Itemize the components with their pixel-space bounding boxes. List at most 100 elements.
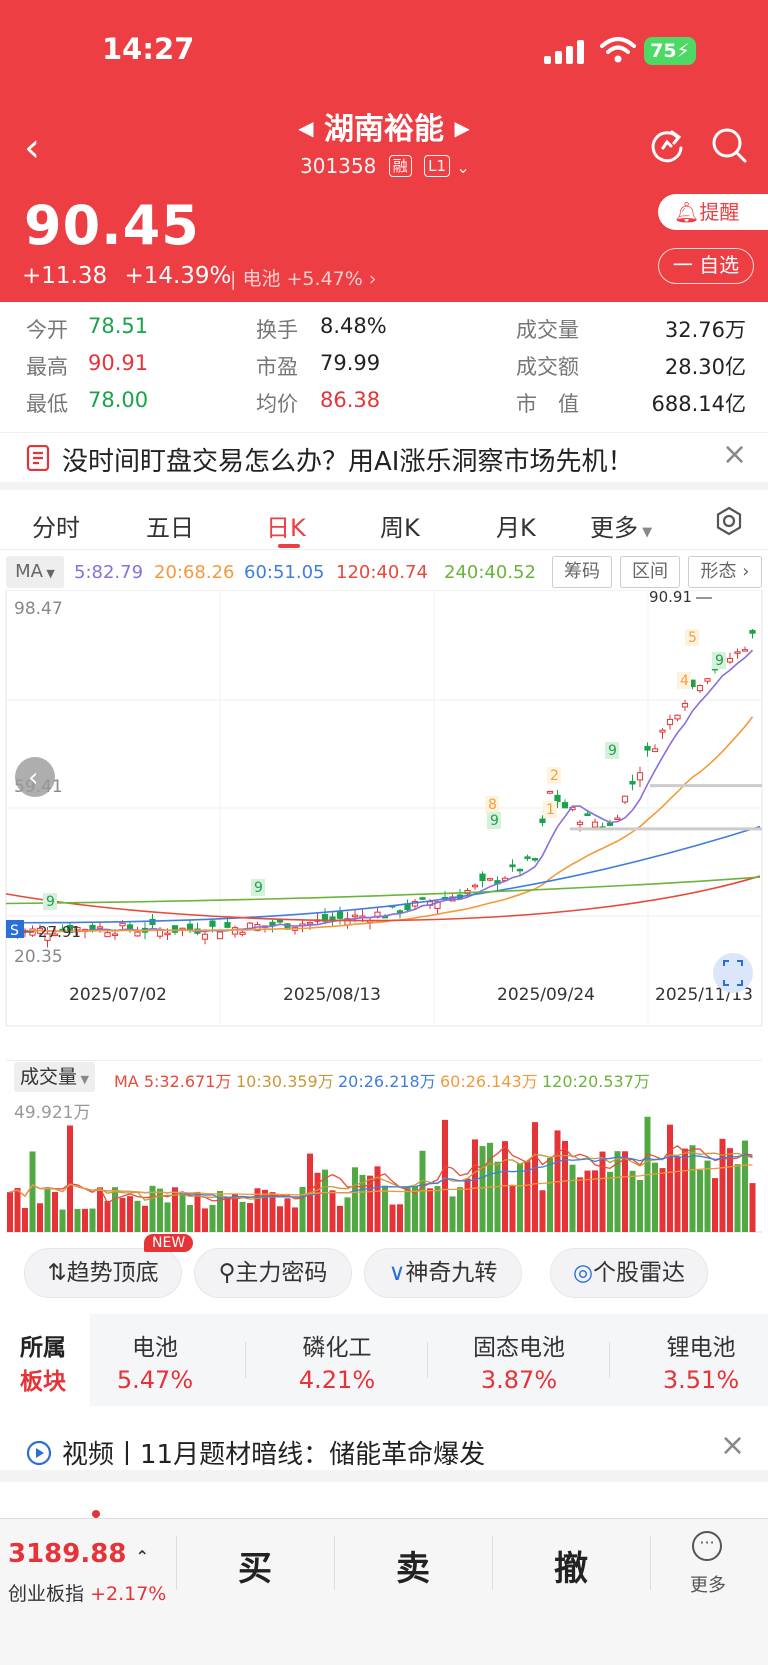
chip-chouma[interactable]: 筹码 (552, 556, 612, 588)
volume-bar (367, 1175, 373, 1232)
more-icon[interactable]: ··· (692, 1531, 722, 1561)
next-stock-icon[interactable]: ▶ (454, 116, 470, 140)
volume-bar (284, 1198, 291, 1232)
volume-selector[interactable]: 成交量 ▼ (14, 1062, 95, 1092)
ma-legend-row: MA ▼ 筹码 区间 形态 › (0, 552, 768, 590)
back-button[interactable]: ‹ (24, 125, 40, 171)
volume-bar (329, 1190, 336, 1232)
volume-bar (449, 1196, 456, 1232)
sector-percent: 3.51% (662, 1366, 740, 1394)
scroll-left-button[interactable] (15, 757, 55, 797)
main-force-button[interactable]: ⚲主力密码 (194, 1248, 352, 1298)
volume-bar (127, 1196, 133, 1232)
volume-ma-line (9, 1151, 753, 1201)
volume-bar (134, 1200, 141, 1232)
search-icon[interactable] (710, 126, 748, 164)
volume-bar (359, 1174, 366, 1232)
stat-value: 32.76万 (664, 318, 746, 342)
volume-bar (457, 1187, 463, 1232)
index-value[interactable]: 3189.88 ⌃ (8, 1539, 149, 1569)
volume-bar (389, 1204, 396, 1232)
candle (584, 813, 591, 816)
nine-turn-marker-text: 9 (715, 653, 724, 669)
sector-name[interactable]: 固态电池 (473, 1335, 565, 1361)
volume-bar (67, 1125, 73, 1232)
chip-range[interactable]: 区间 (620, 556, 680, 588)
volume-chart[interactable] (0, 1060, 768, 1238)
y-axis-top: 98.47 (14, 599, 63, 619)
sector-percent: 3.87% (480, 1366, 558, 1394)
prev-stock-icon[interactable]: ◀ (298, 116, 314, 140)
volume-bar (577, 1177, 583, 1232)
candle (336, 910, 344, 919)
cancel-order-button[interactable]: 撤 (554, 1549, 588, 1589)
sector-name[interactable]: 磷化工 (302, 1335, 372, 1361)
wifi-icon (600, 37, 636, 63)
volume-bar (22, 1208, 28, 1232)
trend-top-bottom-button[interactable]: ⇅趋势顶底 (24, 1248, 182, 1298)
candle (531, 858, 539, 861)
stat-value: 78.51 (88, 314, 149, 338)
close-icon[interactable]: × (722, 437, 748, 472)
settings-icon[interactable] (714, 506, 744, 536)
stock-code-row[interactable]: 301358 融 L1 ⌄ (300, 154, 470, 178)
remind-button[interactable]: 🔔︎提醒 (658, 194, 768, 230)
add-watchlist-button[interactable]: 一 自选 (658, 248, 754, 284)
volume-bar (479, 1146, 486, 1232)
candle (681, 702, 689, 708)
candle (51, 933, 59, 937)
buy-button[interactable]: 买 (238, 1549, 272, 1589)
fullscreen-button[interactable] (713, 953, 753, 993)
sector-link[interactable]: | 电池 +5.47% › (230, 268, 377, 290)
volume-bar (682, 1148, 688, 1232)
volume-bar (119, 1197, 126, 1232)
volume-bar (419, 1150, 426, 1232)
play-icon (26, 1440, 52, 1466)
video-banner[interactable]: 视频丨11月题材暗线：储能革命爆发 × (0, 1424, 768, 1482)
volume-bar (674, 1157, 681, 1232)
tab-0[interactable]: 分时 (32, 514, 80, 542)
stock-name-switcher[interactable]: ◀ 湖南裕能 ▶ (282, 104, 486, 148)
sector-name[interactable]: 电池 (132, 1335, 178, 1361)
volume-bar (712, 1178, 718, 1232)
close-icon[interactable]: × (720, 1428, 746, 1463)
magic-nine-button[interactable]: ∨神奇九转 (364, 1248, 522, 1298)
sell-button[interactable]: 卖 (396, 1549, 430, 1589)
sector-percent: 4.21% (298, 1366, 376, 1394)
volume-bar (142, 1205, 148, 1232)
kline-chart[interactable]: 98.4759.4120.3590.9127.912025/07/022025/… (0, 590, 768, 1030)
candle (239, 931, 246, 935)
sector-percent: +5.47% (286, 268, 363, 290)
nine-turn-marker-text: 9 (608, 743, 617, 759)
period-tabs: 分时 五日 日K 周K 月K 更多 ▼ (0, 490, 768, 550)
sector-name[interactable]: 锂电池 (666, 1335, 736, 1361)
trend-icon: ⇅ (47, 1260, 67, 1286)
refresh-icon[interactable] (648, 126, 686, 164)
volume-bar (344, 1197, 351, 1232)
tab-2[interactable]: 日K (266, 508, 306, 548)
ma-value: 120:40.74 (336, 562, 428, 583)
candle (209, 920, 216, 927)
tab-5[interactable]: 更多 ▼ (590, 514, 653, 542)
volume-bar (262, 1189, 268, 1232)
volume-bar (404, 1187, 411, 1232)
tab-4[interactable]: 月K (496, 514, 536, 542)
ad-banner[interactable]: 没时间盯盘交易怎么办？用AI涨乐洞察市场先机！ × (0, 432, 768, 490)
stock-radar-button[interactable]: ◎个股雷达 (550, 1248, 708, 1298)
min-price-label: 27.91 (38, 923, 81, 941)
change-percent: +14.39% (124, 263, 232, 289)
x-axis-date: 2025/09/24 (497, 985, 595, 1005)
candle (734, 651, 741, 654)
tab-1[interactable]: 五日 (146, 514, 194, 542)
chip-pattern[interactable]: 形态 › (688, 556, 762, 588)
volume-bar (524, 1161, 531, 1232)
candle (524, 856, 531, 859)
tab-3[interactable]: 周K (380, 514, 420, 542)
more-label[interactable]: 更多 (690, 1575, 726, 1596)
candle (644, 745, 651, 751)
nine-turn-marker (685, 629, 699, 646)
volume-bar (472, 1139, 478, 1232)
candle (276, 919, 284, 923)
ma-selector[interactable]: MA ▼ (6, 556, 64, 588)
margin-tag: 融 (388, 155, 412, 177)
